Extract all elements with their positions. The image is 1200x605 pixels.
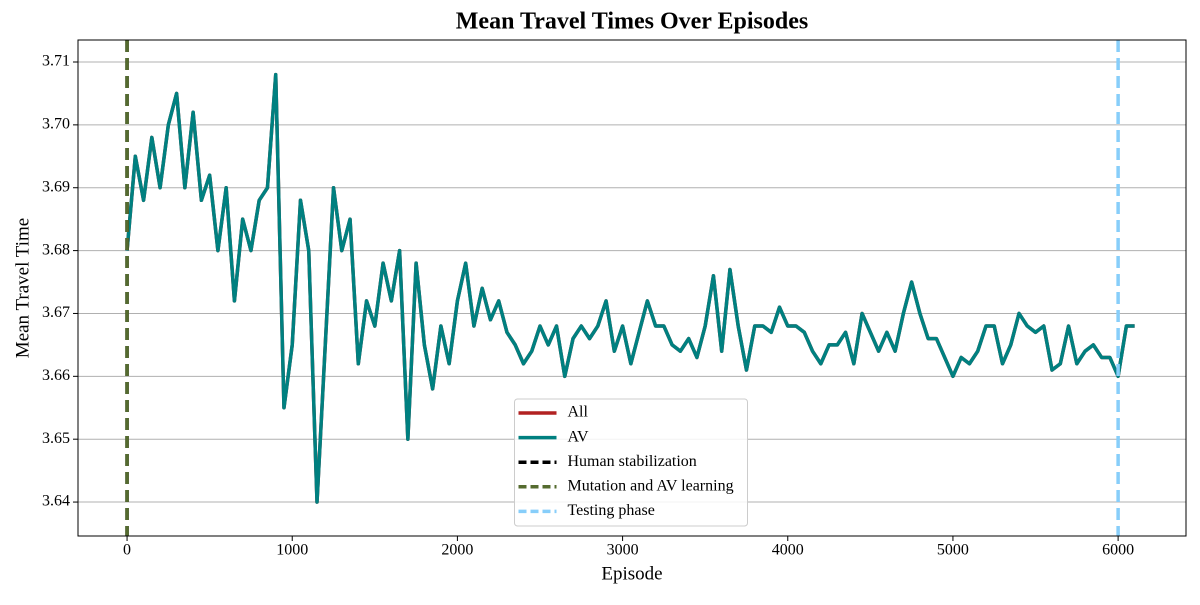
x-tick-label: 1000 <box>276 542 308 559</box>
legend-box <box>514 398 748 527</box>
plot-frame <box>77 39 1187 537</box>
x-tick-label: 2000 <box>441 542 473 559</box>
y-axis-label: Mean Travel Time <box>12 218 33 358</box>
legend-label: AV <box>568 428 589 445</box>
legend-label: Human stabilization <box>568 453 697 470</box>
x-tick-label: 5000 <box>937 542 969 559</box>
x-axis-label: Episode <box>601 563 662 584</box>
x-tick-label: 0 <box>123 542 131 559</box>
legend-label: Mutation and AV learning <box>568 477 734 494</box>
y-tick-label: 3.64 <box>42 493 70 510</box>
y-tick-label: 3.71 <box>42 53 70 70</box>
line-series <box>125 72 1135 504</box>
y-tick-label: 3.66 <box>42 367 70 384</box>
axes: 3.64 3.65 3.66 3.67 3.68 3.69 3.70 3.71 0 1000 200… <box>42 53 1134 559</box>
x-tick-label: 3000 <box>607 542 639 559</box>
x-tick-label: 4000 <box>772 542 804 559</box>
y-tick-label: 3.69 <box>42 178 70 195</box>
plot-area <box>125 40 1135 536</box>
y-tick-label: 3.67 <box>42 304 70 321</box>
y-tick-label: 3.70 <box>42 116 70 133</box>
legend-label: Testing phase <box>568 502 655 519</box>
legend-label: All <box>568 404 589 421</box>
y-tick-label: 3.68 <box>42 241 70 258</box>
legend: All AV Human stabilization Mutation and AV … <box>514 398 748 527</box>
x-tick-label: 6000 <box>1102 542 1134 559</box>
y-tick-label: 3.65 <box>42 430 70 447</box>
chart-title: Mean Travel Times Over Episodes <box>456 9 808 35</box>
